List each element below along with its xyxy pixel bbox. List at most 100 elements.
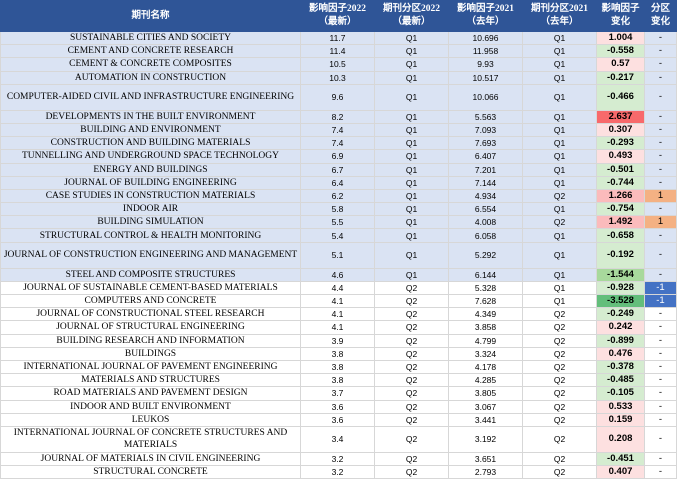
header-if2022: 影响因子2022 （最新） xyxy=(300,0,375,32)
if-change-cell: -0.558 xyxy=(596,44,645,59)
q2022-cell: Q1 xyxy=(374,83,449,111)
q2021-cell: Q2 xyxy=(522,333,597,348)
journal-name-cell: CEMENT & CONCRETE COMPOSITES xyxy=(0,57,301,72)
q2021-cell: Q2 xyxy=(522,359,597,375)
if2022-cell: 8.2 xyxy=(300,109,375,124)
q2021-cell: Q1 xyxy=(522,30,597,46)
if2021-cell: 3.192 xyxy=(448,425,523,453)
quartile-change-cell: - xyxy=(644,175,677,190)
q2021-cell: Q2 xyxy=(522,451,597,467)
q2022-cell: Q2 xyxy=(374,320,449,335)
if2022-cell: 6.7 xyxy=(300,162,375,177)
journal-name-cell: JOURNAL OF CONSTRUCTION ENGINEERING AND … xyxy=(0,241,301,269)
q2021-cell: Q1 xyxy=(522,149,597,164)
if-change-cell: 0.307 xyxy=(596,122,645,138)
journal-name-cell: JOURNAL OF MATERIALS IN CIVIL ENGINEERIN… xyxy=(0,451,301,467)
if2021-cell: 3.651 xyxy=(448,451,523,467)
journal-name-cell: ROAD MATERIALS AND PAVEMENT DESIGN xyxy=(0,386,301,401)
journal-name-cell: BUILDINGS xyxy=(0,346,301,361)
if-change-cell: -0.249 xyxy=(596,307,645,322)
q2022-cell: Q1 xyxy=(374,44,449,59)
q2022-cell: Q2 xyxy=(374,373,449,388)
q2021-cell: Q2 xyxy=(522,215,597,230)
if-change-cell: -0.485 xyxy=(596,373,645,388)
if2022-cell: 5.8 xyxy=(300,202,375,217)
if2022-cell: 6.4 xyxy=(300,175,375,190)
table-row: LEUKOS 3.6 Q2 3.441 Q2 0.159- xyxy=(0,412,677,427)
journal-name-cell: STRUCTURAL CONTROL & HEALTH MONITORING xyxy=(0,228,301,243)
q2022-cell: Q1 xyxy=(374,228,449,243)
table-row: BUILDING RESEARCH AND INFORMATION 3.9 Q2 4.… xyxy=(0,333,677,348)
q2021-cell: Q1 xyxy=(522,267,597,282)
if-change-cell: 1.266 xyxy=(596,188,645,204)
if2022-cell: 5.5 xyxy=(300,215,375,230)
header-if2021: 影响因子2021 （去年） xyxy=(448,0,523,32)
q2022-cell: Q1 xyxy=(374,267,449,282)
q2022-cell: Q1 xyxy=(374,109,449,124)
table-row: CONSTRUCTION AND BUILDING MATERIALS 7.4 Q1… xyxy=(0,136,677,151)
q2021-cell: Q1 xyxy=(522,175,597,190)
quartile-change-cell: - xyxy=(644,44,677,59)
q2022-cell: Q2 xyxy=(374,399,449,414)
if2022-cell: 3.7 xyxy=(300,386,375,401)
q2022-cell: Q2 xyxy=(374,359,449,375)
journal-name-cell: JOURNAL OF SUSTAINABLE CEMENT-BASED MATE… xyxy=(0,280,301,296)
if2021-cell: 3.441 xyxy=(448,412,523,427)
if-change-cell: 0.242 xyxy=(596,320,645,335)
journal-name-cell: COMPUTERS AND CONCRETE xyxy=(0,293,301,309)
quartile-change-cell: - xyxy=(644,202,677,217)
if2022-cell: 6.2 xyxy=(300,188,375,204)
q2022-cell: Q2 xyxy=(374,465,449,480)
if-change-cell: 0.533 xyxy=(596,399,645,414)
if2022-cell: 11.4 xyxy=(300,44,375,59)
table-row: ROAD MATERIALS AND PAVEMENT DESIGN 3.7 Q2 3… xyxy=(0,386,677,401)
if2022-cell: 3.8 xyxy=(300,346,375,361)
journal-name-cell: BUILDING AND ENVIRONMENT xyxy=(0,122,301,138)
table-row: AUTOMATION IN CONSTRUCTION 10.3 Q1 10.517 Q1… xyxy=(0,70,677,85)
q2022-cell: Q1 xyxy=(374,30,449,46)
if-change-cell: -0.105 xyxy=(596,386,645,401)
table-row: COMPUTERS AND CONCRETE 4.1 Q2 7.628 Q1 -3.528… xyxy=(0,293,677,309)
quartile-change-cell: - xyxy=(644,162,677,177)
q2021-cell: Q2 xyxy=(522,399,597,414)
table-row: JOURNAL OF CONSTRUCTION ENGINEERING AND … xyxy=(0,241,677,269)
header-q2021: 期刊分区2021 （去年） xyxy=(522,0,597,32)
if2021-cell: 6.144 xyxy=(448,267,523,282)
table-row: TUNNELLING AND UNDERGROUND SPACE TECHNOL… xyxy=(0,149,677,164)
q2022-cell: Q1 xyxy=(374,136,449,151)
quartile-change-cell: - xyxy=(644,412,677,427)
quartile-change-cell: - xyxy=(644,451,677,467)
if2022-cell: 3.9 xyxy=(300,333,375,348)
if2021-cell: 7.093 xyxy=(448,122,523,138)
header-row: 期刊名称 影响因子2022 （最新） 期刊分区2022 （最新） 影响因子202… xyxy=(0,0,677,32)
table-row: BUILDING AND ENVIRONMENT 7.4 Q1 7.093 Q1 0.30… xyxy=(0,122,677,138)
q2022-cell: Q2 xyxy=(374,451,449,467)
header-if-change: 影响因子 变化 xyxy=(596,0,645,32)
journal-name-cell: ENERGY AND BUILDINGS xyxy=(0,162,301,177)
if2021-cell: 4.799 xyxy=(448,333,523,348)
table-row: JOURNAL OF STRUCTURAL ENGINEERING 4.1 Q2 3.… xyxy=(0,320,677,335)
if2021-cell: 10.517 xyxy=(448,70,523,85)
if-change-cell: -0.754 xyxy=(596,202,645,217)
quartile-change-cell: - xyxy=(644,399,677,414)
if-change-cell: -0.899 xyxy=(596,333,645,348)
q2021-cell: Q1 xyxy=(522,280,597,296)
if2021-cell: 6.058 xyxy=(448,228,523,243)
table-row: CASE STUDIES IN CONSTRUCTION MATERIALS 6.… xyxy=(0,188,677,204)
q2021-cell: Q1 xyxy=(522,70,597,85)
if2021-cell: 3.805 xyxy=(448,386,523,401)
if2022-cell: 3.6 xyxy=(300,412,375,427)
if-change-cell: -0.217 xyxy=(596,70,645,85)
if2022-cell: 7.4 xyxy=(300,136,375,151)
table-row: STEEL AND COMPOSITE STRUCTURES 4.6 Q1 6.144… xyxy=(0,267,677,282)
if2021-cell: 5.328 xyxy=(448,280,523,296)
if2021-cell: 11.958 xyxy=(448,44,523,59)
journal-name-cell: DEVELOPMENTS IN THE BUILT ENVIRONMENT xyxy=(0,109,301,124)
q2021-cell: Q1 xyxy=(522,228,597,243)
if-change-cell: -3.528 xyxy=(596,293,645,309)
table-row: BUILDINGS 3.8 Q2 3.324 Q2 0.476- xyxy=(0,346,677,361)
journal-name-cell: CONSTRUCTION AND BUILDING MATERIALS xyxy=(0,136,301,151)
if2022-cell: 3.6 xyxy=(300,399,375,414)
journal-name-cell: INDOOR AIR xyxy=(0,202,301,217)
q2022-cell: Q1 xyxy=(374,241,449,269)
